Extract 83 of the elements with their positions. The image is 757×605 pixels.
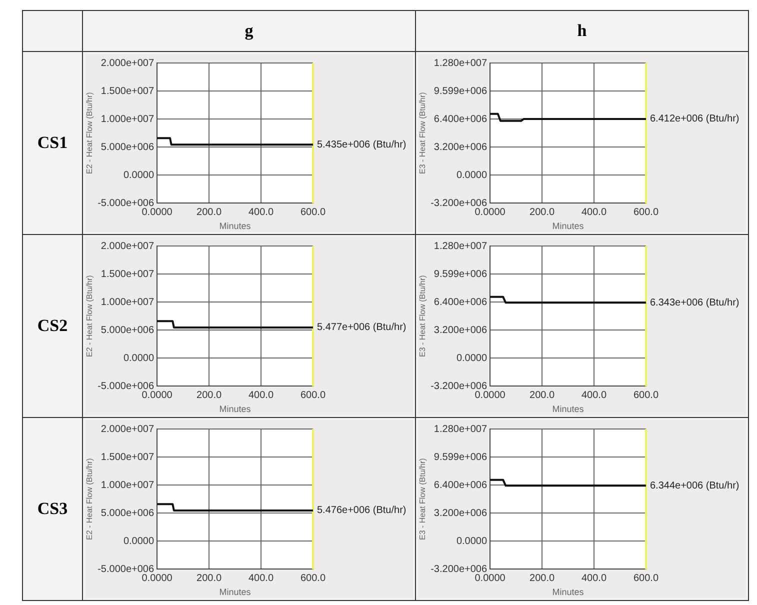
x-tick-label: 400.0 <box>248 390 274 401</box>
y-axis-title: E2 - Heat Flow (Btu/hr) <box>85 92 94 174</box>
x-tick-label: 600.0 <box>300 206 326 218</box>
y-tick-label: 3.200e+006 <box>434 142 488 153</box>
y-axis-title: E3 - Heat Flow (Btu/hr) <box>418 92 428 174</box>
x-tick-label: 0.0000 <box>142 206 173 218</box>
x-axis-title: Minutes <box>552 404 584 414</box>
x-tick-label: 0.0000 <box>474 206 506 218</box>
x-axis-title: Minutes <box>219 221 252 232</box>
x-axis-title: Minutes <box>219 404 252 414</box>
y-tick-label: 9.599e+006 <box>434 86 488 97</box>
y-tick-label: 1.500e+007 <box>100 452 154 463</box>
y-tick-label: 3.200e+006 <box>434 508 488 519</box>
x-tick-label: 400.0 <box>248 206 274 218</box>
y-tick-label: -3.200e+006 <box>430 380 488 392</box>
text: 6.344e+006 (Btu/hr) <box>650 480 740 492</box>
x-axis-title: Minutes <box>552 221 584 232</box>
y-tick-label: -3.200e+006 <box>430 198 488 209</box>
x-tick-label: 200.0 <box>196 206 222 218</box>
x-tick-label: 200.0 <box>196 572 222 584</box>
x-tick-label: 400.0 <box>582 572 607 584</box>
y-tick-label: 1.000e+007 <box>100 114 154 125</box>
y-tick-label: 2.000e+007 <box>100 240 154 252</box>
y-tick-label: 2.000e+007 <box>100 424 154 435</box>
y-tick-label: 0.0000 <box>456 170 488 181</box>
x-tick-label: 600.0 <box>300 390 326 401</box>
y-tick-label: 6.400e+006 <box>434 296 488 308</box>
x-tick-label: 200.0 <box>530 206 555 218</box>
category-label: g <box>82 10 416 52</box>
x-tick-label: 400.0 <box>582 390 607 401</box>
category-label: h <box>416 10 748 52</box>
y-axis-title: E2 - Heat Flow (Btu/hr) <box>85 274 94 358</box>
y-tick-label: 1.280e+007 <box>434 240 488 252</box>
x-tick-label: 0.0000 <box>474 572 506 584</box>
category-label: CS1 <box>37 133 68 152</box>
text: 5.477e+006 (Btu/hr) <box>317 322 406 334</box>
y-tick-label: 0.0000 <box>123 170 154 181</box>
x-axis-title: Minutes <box>219 587 252 598</box>
y-tick-label: 9.599e+006 <box>434 452 488 463</box>
x-tick-label: 400.0 <box>248 572 274 584</box>
y-tick-label: 1.280e+007 <box>434 424 488 435</box>
y-tick-label: 1.000e+007 <box>100 296 154 308</box>
y-tick-label: -5.000e+006 <box>98 564 154 575</box>
category-label: CS2 <box>37 316 68 335</box>
y-tick-label: 1.500e+007 <box>100 268 154 280</box>
y-tick-label: 0.0000 <box>123 352 154 364</box>
y-tick-label: 5.000e+006 <box>100 142 154 153</box>
text: 6.343e+006 (Btu/hr) <box>650 297 740 308</box>
y-axis-title: E3 - Heat Flow (Btu/hr) <box>418 274 428 358</box>
x-tick-label: 400.0 <box>582 206 607 218</box>
y-axis-title: E3 - Heat Flow (Btu/hr) <box>418 458 428 540</box>
x-tick-label: 600.0 <box>633 390 659 401</box>
x-tick-label: 0.0000 <box>474 390 506 401</box>
y-tick-label: 9.599e+006 <box>434 268 488 280</box>
text: 5.476e+006 (Btu/hr) <box>317 505 406 516</box>
y-tick-label: 6.400e+006 <box>434 114 488 125</box>
y-tick-label: 0.0000 <box>456 536 488 547</box>
x-tick-label: 200.0 <box>530 390 555 401</box>
text: 5.435e+006 (Btu/hr) <box>317 139 406 150</box>
y-tick-label: 0.0000 <box>123 536 154 547</box>
x-tick-label: 200.0 <box>530 572 555 584</box>
y-tick-label: 1.280e+007 <box>434 58 488 69</box>
y-tick-label: 6.400e+006 <box>434 480 488 491</box>
y-tick-label: -3.200e+006 <box>430 564 488 575</box>
y-tick-label: -5.000e+006 <box>98 380 154 392</box>
text: 6.412e+006 (Btu/hr) <box>650 114 740 125</box>
y-axis-title: E2 - Heat Flow (Btu/hr) <box>85 458 94 540</box>
y-tick-label: 1.000e+007 <box>100 480 154 491</box>
y-tick-label: 0.0000 <box>456 352 488 364</box>
y-tick-label: 3.200e+006 <box>434 324 488 336</box>
x-tick-label: 600.0 <box>633 572 659 584</box>
x-tick-label: 600.0 <box>300 572 326 584</box>
x-tick-label: 600.0 <box>633 206 659 218</box>
y-tick-label: -5.000e+006 <box>98 198 154 209</box>
x-axis-title: Minutes <box>552 587 584 598</box>
x-tick-label: 200.0 <box>196 390 222 401</box>
y-tick-label: 1.500e+007 <box>100 86 154 97</box>
x-tick-label: 0.0000 <box>142 390 173 401</box>
y-tick-label: 5.000e+006 <box>100 324 154 336</box>
y-tick-label: 5.000e+006 <box>100 508 154 519</box>
category-label: CS3 <box>37 499 68 518</box>
x-tick-label: 0.0000 <box>142 572 173 584</box>
y-tick-label: 2.000e+007 <box>100 58 154 69</box>
